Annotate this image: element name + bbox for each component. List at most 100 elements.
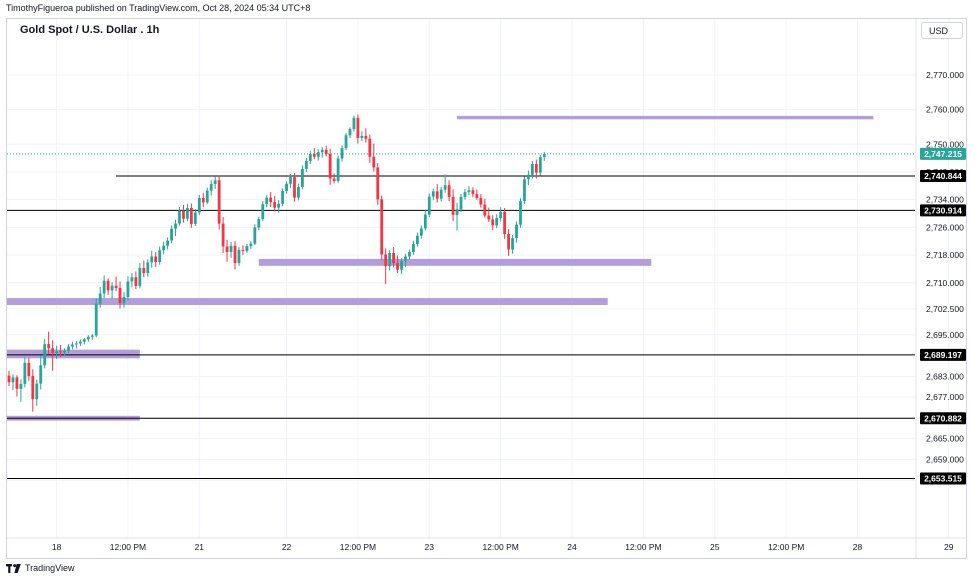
- candle-body: [63, 350, 66, 353]
- candle-body: [221, 223, 225, 247]
- price-label: 2,689.197: [924, 350, 962, 360]
- candle: [415, 232, 419, 247]
- candle: [51, 340, 55, 371]
- candle: [245, 244, 249, 254]
- candle-body: [328, 153, 332, 179]
- currency-selector[interactable]: USD: [921, 22, 963, 39]
- candle-body: [205, 190, 209, 203]
- candle-body: [237, 249, 241, 264]
- candle-body: [193, 212, 197, 224]
- candle-body: [419, 228, 423, 236]
- candle-body: [146, 262, 150, 274]
- candle: [71, 341, 74, 350]
- candle: [90, 334, 94, 340]
- candle: [523, 176, 526, 204]
- y-tick-label: 2,770.000: [926, 70, 964, 80]
- candle: [39, 355, 43, 390]
- candle-body: [51, 348, 55, 354]
- candle-body: [467, 190, 471, 193]
- candle-body: [503, 211, 507, 234]
- candle: [7, 370, 11, 387]
- candle: [538, 155, 542, 176]
- candle-body: [31, 375, 35, 400]
- candle: [134, 271, 138, 290]
- candle-body: [150, 256, 154, 263]
- candle: [43, 338, 47, 369]
- zone-rectangle: [457, 115, 874, 120]
- candle: [106, 278, 110, 295]
- candle-body: [384, 254, 388, 267]
- candle: [205, 187, 209, 205]
- candle: [225, 239, 229, 262]
- candle-body: [249, 243, 253, 247]
- candle-body: [392, 253, 396, 264]
- candle: [186, 203, 189, 222]
- candle-body: [511, 238, 514, 250]
- price-label-box: [920, 204, 966, 217]
- candle: [404, 253, 407, 267]
- candle: [301, 165, 304, 190]
- zones: [7, 115, 874, 421]
- candle-body: [174, 223, 177, 229]
- candle-body: [483, 204, 487, 216]
- candle: [11, 374, 15, 391]
- candle: [376, 162, 380, 205]
- price-label-box: [920, 412, 966, 425]
- candle: [392, 247, 396, 268]
- candle-body: [487, 215, 491, 220]
- candle: [265, 195, 269, 208]
- candle-body: [277, 203, 281, 208]
- candle: [344, 133, 348, 151]
- footer: TradingView: [6, 563, 75, 573]
- candle: [439, 186, 443, 202]
- candle: [249, 241, 253, 249]
- price-label-box: [920, 348, 966, 361]
- candle: [348, 127, 352, 139]
- candle: [511, 235, 514, 254]
- candle-body: [297, 186, 300, 198]
- candle: [241, 245, 245, 256]
- y-tick-label: 2,677.000: [926, 392, 964, 402]
- candle-body: [439, 189, 443, 199]
- candle: [75, 340, 78, 349]
- candle-body: [110, 285, 114, 291]
- candle: [515, 221, 518, 243]
- candle: [150, 250, 154, 268]
- candle: [35, 379, 39, 406]
- candle: [78, 339, 82, 346]
- candle: [364, 128, 368, 143]
- candle: [304, 158, 308, 172]
- candle-body: [293, 177, 296, 198]
- candle-body: [59, 351, 62, 353]
- candle: [408, 249, 411, 260]
- x-tick-label: 29: [944, 542, 954, 552]
- candle-body: [340, 148, 344, 159]
- candle-body: [273, 202, 277, 208]
- grid: [7, 19, 966, 558]
- candle: [273, 195, 277, 212]
- price-axis: 2,770.0002,760.0002,750.0002,742.0002,73…: [920, 70, 966, 485]
- y-tick-label: 2,702.500: [926, 304, 964, 314]
- candle-body: [47, 344, 51, 349]
- candle: [542, 151, 546, 161]
- candle-body: [542, 153, 546, 158]
- candle: [82, 337, 86, 345]
- candle: [495, 214, 499, 229]
- candle-body: [455, 209, 459, 215]
- candle: [277, 200, 281, 213]
- candle: [312, 148, 316, 160]
- candle-body: [332, 178, 336, 181]
- candle: [328, 148, 332, 185]
- candle-body: [43, 344, 47, 366]
- horizontal-lines: [7, 153, 915, 479]
- candle: [380, 195, 384, 261]
- candle: [431, 188, 435, 201]
- candle: [146, 259, 150, 277]
- candle-body: [55, 351, 58, 354]
- candle-body: [352, 117, 356, 130]
- candle-body: [415, 235, 419, 245]
- candle: [340, 145, 344, 162]
- candle: [178, 206, 181, 226]
- candle-body: [475, 194, 479, 198]
